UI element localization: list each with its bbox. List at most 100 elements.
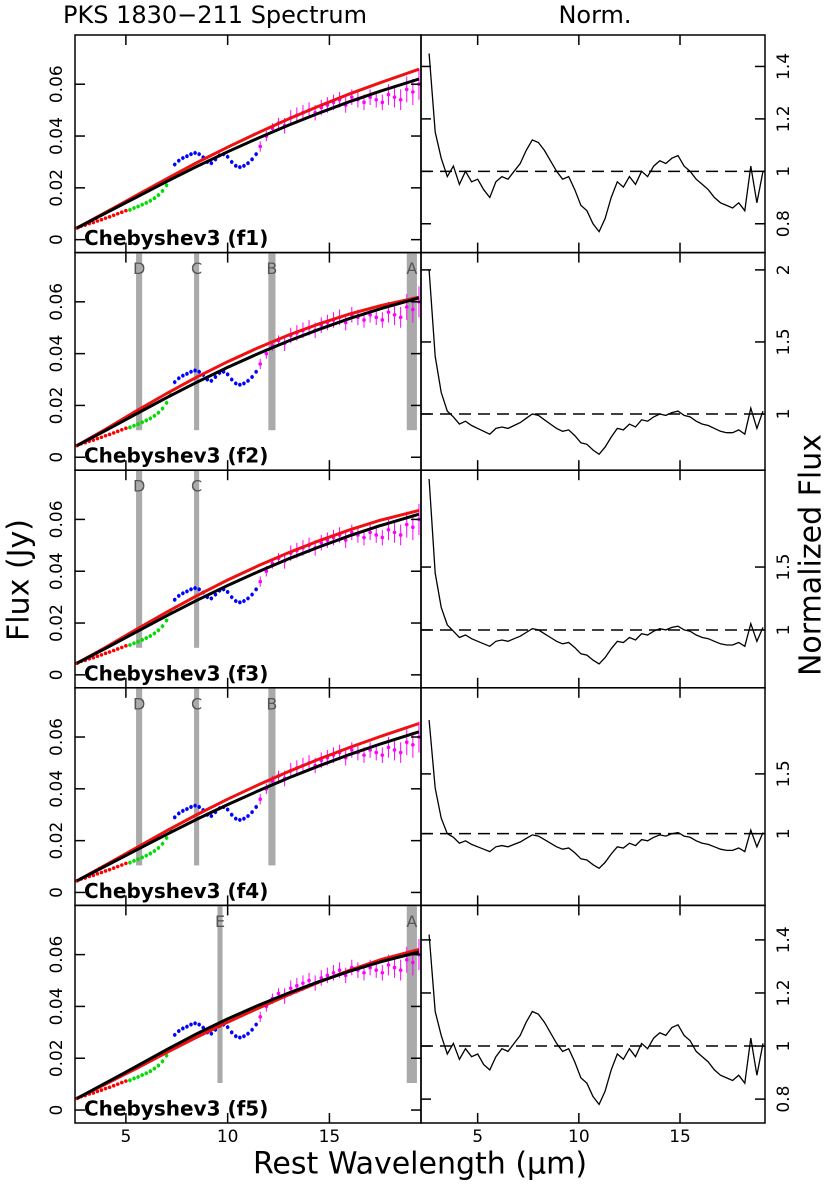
data-point — [368, 312, 372, 317]
data-point — [398, 750, 403, 755]
data-point — [258, 797, 263, 801]
data-point — [225, 372, 230, 377]
y-tick-label: 0.04 — [47, 335, 67, 373]
data-point — [258, 579, 263, 584]
data-point — [362, 318, 366, 322]
data-point — [374, 750, 379, 755]
right-title: Norm. — [558, 1, 631, 29]
data-point — [128, 1078, 132, 1083]
data-point — [254, 152, 258, 156]
data-point — [103, 1086, 108, 1091]
normalized-line — [428, 53, 764, 233]
band — [217, 905, 223, 1083]
x-tick-label: 15 — [319, 1127, 341, 1147]
data-point — [233, 599, 238, 603]
data-point — [144, 636, 149, 640]
x-tick-label: 5 — [120, 1127, 131, 1147]
data-point — [258, 1014, 263, 1019]
data-point — [152, 849, 157, 853]
data-point — [115, 429, 120, 434]
data-point — [99, 870, 104, 875]
data-point — [209, 379, 214, 383]
data-point — [411, 525, 415, 529]
data-point — [156, 410, 161, 415]
data-point — [242, 164, 246, 168]
data-point — [250, 157, 254, 162]
data-point — [128, 208, 132, 212]
y2-tick-label: 0.8 — [774, 1086, 794, 1113]
y2-tick-label: 1.2 — [774, 979, 794, 1006]
data-point — [238, 600, 242, 605]
data-point — [242, 381, 246, 386]
y-tick-label: 0.06 — [47, 283, 67, 321]
data-point — [368, 530, 372, 535]
y-tick-label: 0.04 — [47, 770, 67, 808]
left-panel — [75, 687, 421, 883]
y-tick-label: 0.06 — [47, 500, 67, 538]
band-label: C — [191, 694, 202, 713]
data-point — [392, 965, 397, 970]
data-point — [398, 97, 403, 102]
data-point — [128, 643, 132, 647]
data-point — [172, 597, 177, 602]
data-point — [124, 644, 128, 648]
fit-curve — [76, 295, 420, 447]
data-point — [193, 151, 197, 155]
data-point — [238, 165, 242, 169]
data-point — [209, 161, 214, 166]
y-tick-label: 0.06 — [47, 65, 67, 103]
data-point — [181, 1026, 185, 1031]
y-tick-label: 0 — [47, 452, 67, 463]
data-point — [374, 315, 379, 320]
fit-curve — [76, 67, 420, 230]
data-point — [172, 815, 177, 820]
data-point — [177, 811, 181, 816]
y2-tick-label: 1.5 — [774, 554, 794, 581]
data-point — [95, 871, 100, 876]
data-point — [132, 859, 136, 863]
data-point — [181, 809, 185, 813]
data-point — [172, 162, 177, 167]
data-point — [362, 753, 366, 757]
band-label: D — [133, 477, 145, 496]
data-point — [392, 95, 397, 99]
data-point — [156, 193, 161, 197]
data-point — [350, 95, 354, 99]
data-point — [386, 745, 391, 750]
data-point — [331, 970, 336, 975]
band-label: D — [133, 259, 145, 278]
data-point — [362, 970, 366, 975]
data-point — [115, 647, 120, 651]
data-point — [156, 628, 161, 633]
data-point — [136, 1075, 140, 1079]
normalized-line — [428, 478, 764, 665]
data-point — [124, 426, 128, 431]
data-point — [193, 803, 197, 808]
y2-tick-label: 1.5 — [774, 328, 794, 355]
y2-tick-label: 1.4 — [774, 926, 794, 953]
data-point — [99, 653, 104, 657]
data-point — [148, 198, 153, 203]
fit-curve — [76, 296, 420, 447]
data-point — [160, 189, 165, 193]
data-point — [392, 312, 397, 317]
x-tick-label: 10 — [217, 1127, 239, 1147]
data-point — [411, 742, 415, 747]
data-point — [307, 978, 311, 983]
data-point — [362, 535, 366, 540]
data-point — [124, 208, 128, 213]
y-tick-label: 0.04 — [47, 987, 67, 1025]
data-point — [172, 1033, 177, 1037]
y2-tick-label: 2 — [774, 264, 794, 275]
data-point — [107, 650, 112, 654]
data-point — [193, 1021, 197, 1026]
data-point — [411, 960, 415, 965]
data-point — [229, 160, 234, 164]
data-point — [164, 183, 169, 188]
data-point — [189, 587, 193, 592]
data-point — [185, 154, 189, 159]
data-point — [386, 92, 391, 97]
y2-tick-label: 1 — [774, 166, 794, 177]
data-point — [238, 1035, 242, 1040]
data-point — [380, 753, 385, 757]
